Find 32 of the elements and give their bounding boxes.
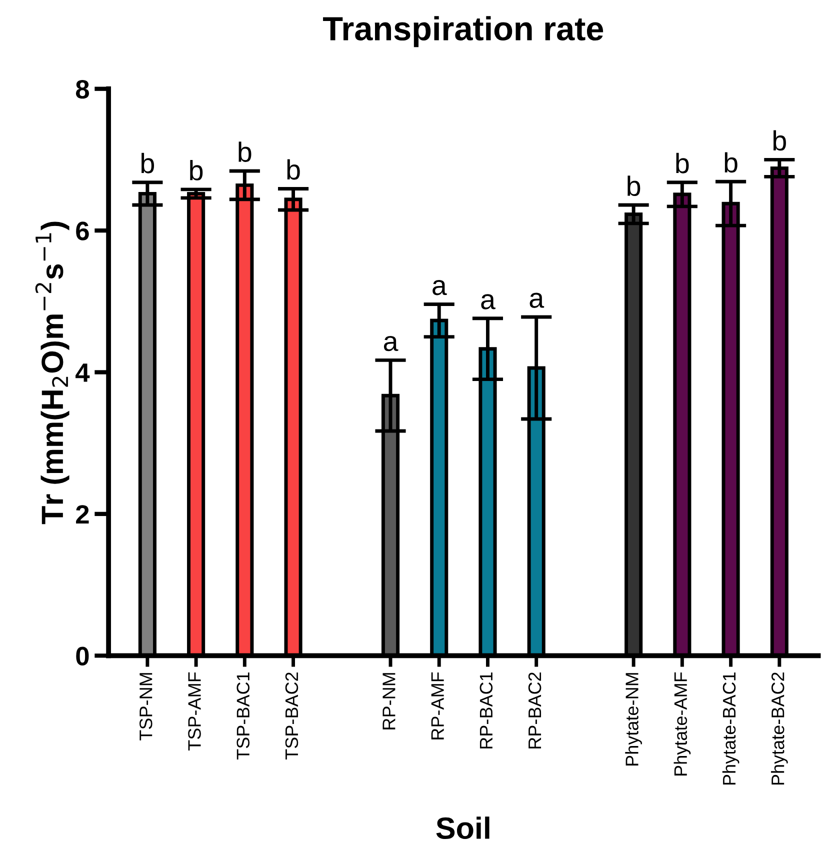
x-tick-label: Phytate-BAC2 [770, 672, 788, 785]
x-tick-label: TSP-BAC2 [285, 672, 298, 760]
y-axis-title: Tr (mm(H$_{2}$O)m$^{−2}$s$^{−1}$) [35, 222, 70, 524]
data-label: a [432, 280, 447, 296]
data-label: b [773, 130, 786, 151]
data-label: b [676, 152, 689, 174]
y-tick-label: 6 [76, 222, 89, 240]
chart-title: Transpiration rate [323, 16, 604, 48]
data-label: b [287, 159, 300, 180]
x-tick-label: TSP-AMF [188, 672, 201, 750]
y-tick-label: 2 [76, 505, 89, 524]
x-tick-label: RP-BAC2 [528, 672, 542, 748]
x-tick-label: TSP-NM [140, 673, 152, 740]
data-label: b [628, 176, 640, 196]
x-tick-label: RP-NM [382, 673, 396, 730]
data-label: a [530, 292, 544, 308]
x-tick-label: RP-BAC1 [480, 672, 493, 748]
data-label: a [481, 294, 496, 310]
y-tick-label: 0 [76, 646, 89, 666]
y-tick-label: 8 [76, 80, 89, 99]
data-label: a [384, 336, 398, 352]
x-tick-label: RP-AMF [431, 672, 444, 740]
x-tick-label: Phytate-NM [625, 673, 642, 766]
x-tick-label: Phytate-AMF [674, 672, 691, 776]
data-label: b [724, 152, 738, 173]
data-label: b [238, 142, 252, 162]
x-tick-label: TSP-BAC1 [236, 672, 250, 760]
y-tick-label: 4 [76, 364, 90, 382]
x-axis-title: Soil [436, 816, 490, 840]
x-tick-label: Phytate-BAC1 [722, 672, 740, 785]
data-label: b [190, 160, 203, 180]
data-label: b [142, 152, 154, 174]
